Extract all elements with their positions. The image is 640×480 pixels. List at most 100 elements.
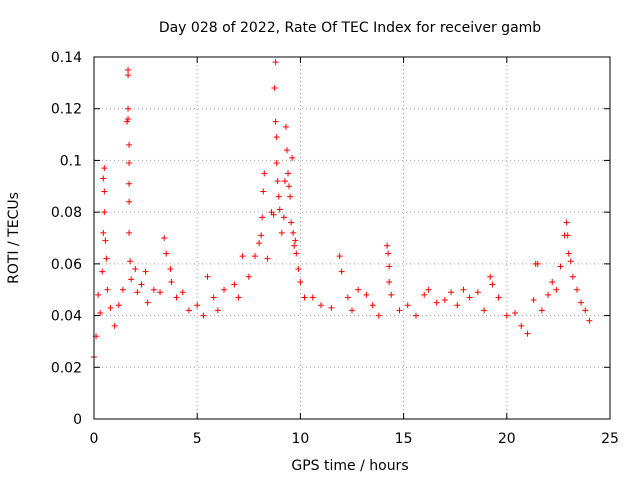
data-point <box>125 66 132 73</box>
data-point <box>344 294 351 301</box>
data-point <box>126 198 133 205</box>
data-point <box>293 250 300 257</box>
data-point <box>518 322 525 329</box>
x-tick-label: 15 <box>395 431 413 447</box>
data-point <box>260 188 267 195</box>
data-point <box>150 286 157 293</box>
data-point <box>270 211 277 218</box>
data-point <box>385 250 392 257</box>
data-point <box>126 180 133 187</box>
data-point <box>557 263 564 270</box>
data-point <box>271 85 278 92</box>
data-point <box>179 289 186 296</box>
data-point <box>134 289 141 296</box>
x-tick-labels: 0 5 10 15 20 25 <box>90 431 619 447</box>
data-point <box>530 297 537 304</box>
data-point <box>336 253 343 260</box>
data-point <box>388 291 395 298</box>
y-tick-label: 0.02 <box>51 360 82 376</box>
chart-title: Day 028 of 2022, Rate Of TEC Index for r… <box>159 20 541 36</box>
data-point <box>318 302 325 309</box>
y-tick-label: 0.06 <box>51 257 82 273</box>
data-point <box>167 266 174 273</box>
data-point <box>251 253 258 260</box>
data-point <box>460 286 467 293</box>
data-point <box>261 170 268 177</box>
data-point <box>565 250 572 257</box>
data-point <box>157 289 164 296</box>
y-tick-label: 0.1 <box>60 153 82 169</box>
data-point <box>582 307 589 314</box>
data-point <box>103 255 110 262</box>
data-point <box>126 160 133 167</box>
data-point <box>386 263 393 270</box>
data-point <box>421 291 428 298</box>
data-point <box>125 72 132 79</box>
data-point <box>128 276 135 283</box>
data-point <box>144 299 151 306</box>
data-point <box>125 105 132 112</box>
data-point <box>282 123 289 130</box>
data-point <box>275 193 282 200</box>
data-point <box>553 286 560 293</box>
data-point <box>194 302 201 309</box>
data-point <box>489 281 496 288</box>
data-point <box>545 291 552 298</box>
data-point <box>549 278 556 285</box>
data-point <box>125 116 132 123</box>
y-tick-label: 0 <box>73 412 82 428</box>
data-point <box>138 281 145 288</box>
data-point <box>512 309 519 316</box>
data-points <box>91 59 593 360</box>
y-tick-label: 0.04 <box>51 309 82 325</box>
data-point <box>273 160 280 167</box>
data-point <box>495 294 502 301</box>
data-point <box>328 304 335 311</box>
data-point <box>115 302 122 309</box>
data-point <box>104 286 111 293</box>
data-point <box>338 268 345 275</box>
x-tick-label: 20 <box>498 431 516 447</box>
data-point <box>396 307 403 314</box>
y-tick-label: 0.14 <box>51 50 82 66</box>
data-point <box>384 242 391 249</box>
data-point <box>272 118 279 125</box>
data-point <box>173 294 180 301</box>
data-point <box>425 286 432 293</box>
data-point <box>454 302 461 309</box>
data-point <box>524 330 531 337</box>
data-point <box>481 307 488 314</box>
x-tick-label: 5 <box>193 431 202 447</box>
data-point <box>256 240 263 247</box>
y-axis-label: ROTI / TECUs <box>6 192 22 284</box>
data-point <box>487 273 494 280</box>
data-point <box>538 307 545 314</box>
data-point <box>301 294 308 301</box>
data-point <box>503 312 510 319</box>
data-point <box>280 214 287 221</box>
data-point <box>287 193 294 200</box>
data-point <box>258 232 265 239</box>
data-point <box>163 250 170 257</box>
data-point <box>404 302 411 309</box>
data-point <box>534 260 541 267</box>
data-point <box>99 268 106 275</box>
data-point <box>126 229 133 236</box>
data-point <box>95 291 102 298</box>
data-point <box>107 304 114 311</box>
data-point <box>264 255 271 262</box>
data-point <box>185 307 192 314</box>
data-point <box>563 219 570 226</box>
data-point <box>363 291 370 298</box>
y-tick-labels: 0 0.02 0.04 0.06 0.08 0.1 0.12 0.14 <box>51 50 82 428</box>
data-point <box>578 299 585 306</box>
data-point <box>283 147 290 154</box>
data-point <box>441 297 448 304</box>
data-point <box>349 307 355 314</box>
data-point <box>101 209 108 216</box>
data-point <box>132 266 139 273</box>
data-point <box>127 258 134 265</box>
data-point <box>97 309 104 316</box>
grid <box>94 57 610 419</box>
data-point <box>309 294 316 301</box>
